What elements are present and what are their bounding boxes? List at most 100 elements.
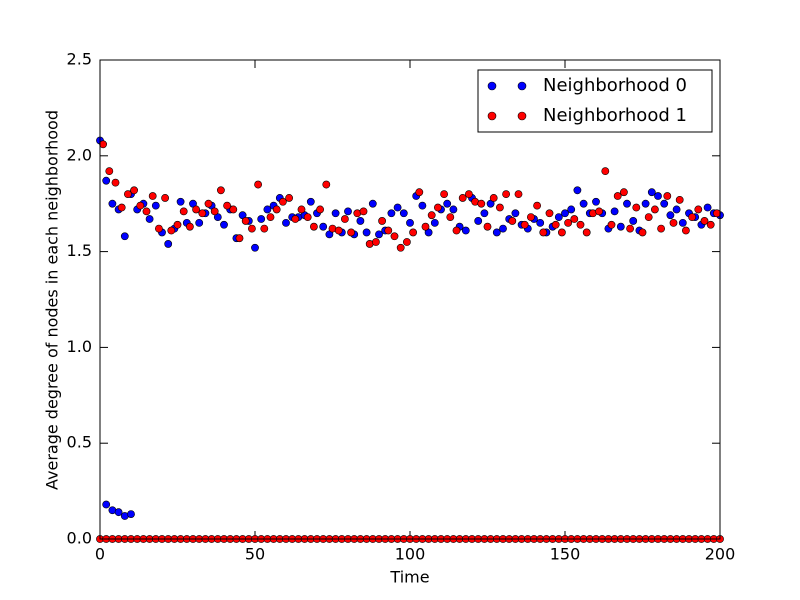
data-point [610, 207, 619, 216]
data-point [616, 222, 625, 231]
data-point [452, 226, 461, 235]
x-tick-label: 0 [95, 545, 105, 564]
data-point [235, 234, 244, 243]
data-point [688, 213, 696, 222]
data-point [102, 176, 111, 185]
data-point [111, 178, 120, 187]
data-point [660, 199, 669, 208]
y-tick-label: 2.5 [67, 50, 92, 69]
data-point [495, 203, 504, 212]
data-point [344, 207, 352, 216]
data-point [161, 194, 169, 202]
data-point [257, 215, 266, 223]
data-point [406, 218, 414, 227]
data-point [713, 209, 721, 218]
data-point [443, 199, 452, 208]
data-point [551, 220, 560, 229]
data-point [446, 213, 455, 222]
data-point [99, 140, 107, 149]
data-point [396, 243, 405, 252]
x-tick-label: 100 [395, 545, 426, 564]
data-point [499, 224, 507, 233]
data-point [285, 194, 293, 202]
data-point [492, 228, 501, 237]
data-point [251, 243, 259, 252]
data-point [576, 220, 585, 229]
data-point [145, 215, 154, 223]
data-point [663, 192, 672, 200]
data-point [669, 218, 678, 227]
data-point [694, 205, 703, 214]
data-point [148, 192, 157, 200]
y-axis-label: Average degree of nodes in each neighbor… [43, 110, 62, 490]
data-point [102, 500, 111, 509]
data-point [527, 213, 535, 222]
data-point [185, 222, 194, 231]
data-point [387, 209, 396, 218]
data-point [449, 205, 458, 214]
legend-marker [517, 111, 527, 121]
data-point [657, 224, 665, 233]
data-point [567, 205, 576, 214]
data-point [545, 209, 554, 218]
data-point [651, 205, 659, 214]
data-point [303, 213, 312, 222]
data-point [378, 217, 386, 225]
data-point [319, 222, 328, 231]
data-point [220, 220, 228, 229]
data-point [167, 226, 176, 235]
data-point [409, 228, 417, 237]
data-point [362, 228, 371, 237]
data-point [216, 186, 225, 195]
data-point [427, 211, 436, 220]
data-point [561, 209, 569, 218]
data-point [176, 197, 185, 206]
data-point [632, 203, 641, 212]
data-point [613, 192, 622, 200]
data-point [418, 201, 427, 210]
data-point [371, 238, 380, 246]
data-point [278, 197, 287, 206]
data-point [607, 220, 616, 229]
data-point [579, 199, 588, 208]
data-point [356, 217, 365, 225]
data-point [210, 207, 219, 216]
data-point [204, 199, 213, 208]
data-point [647, 188, 656, 197]
data-point [359, 207, 368, 216]
y-tick-label: 2.0 [67, 145, 92, 164]
data-point [654, 192, 662, 200]
data-point [173, 220, 182, 229]
data-point [678, 218, 687, 227]
data-point [480, 209, 489, 218]
data-point [272, 205, 281, 214]
x-axis-label: Time [389, 568, 429, 587]
data-point [666, 211, 675, 220]
data-point [461, 226, 470, 235]
data-point [511, 209, 520, 218]
data-point [620, 188, 628, 197]
legend-box [477, 69, 713, 133]
data-point [536, 218, 545, 227]
data-point [539, 228, 548, 237]
data-point [229, 205, 238, 214]
data-point [254, 180, 262, 189]
data-point [151, 201, 160, 210]
data-point [638, 228, 647, 237]
y-tick-label: 1.0 [67, 337, 92, 356]
data-point [316, 205, 324, 214]
data-point [192, 205, 200, 214]
data-point [421, 222, 430, 231]
data-point [402, 238, 411, 246]
data-point [340, 215, 349, 223]
y-tick-label: 0.5 [67, 433, 92, 452]
data-point [322, 180, 331, 189]
data-point [223, 201, 231, 210]
data-point [309, 222, 318, 231]
data-point [554, 213, 563, 222]
data-point [384, 226, 393, 235]
data-point [558, 228, 566, 237]
data-point [520, 220, 529, 229]
data-point [375, 230, 383, 239]
